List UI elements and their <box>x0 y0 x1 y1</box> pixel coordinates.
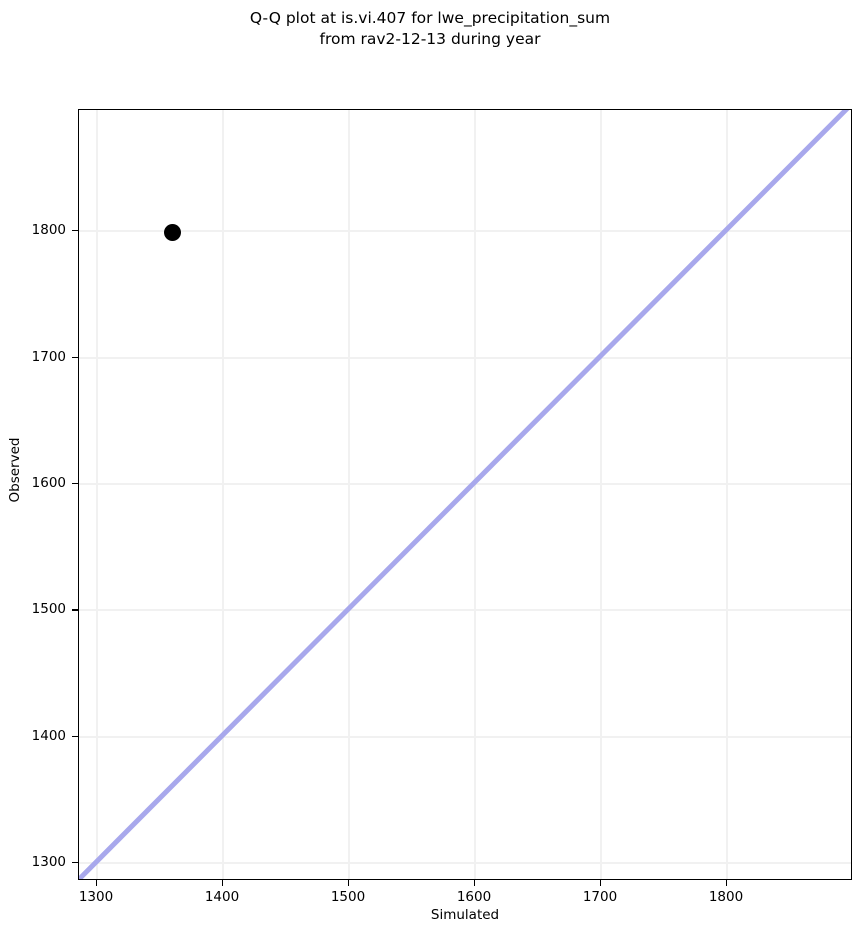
y-axis-tick <box>72 609 78 611</box>
x-gridline <box>726 110 728 879</box>
identity-line <box>79 110 850 879</box>
x-axis-tick <box>348 880 350 886</box>
y-axis-tick-label: 1500 <box>31 601 66 618</box>
x-axis-tick-label: 1300 <box>78 889 114 905</box>
y-axis-tick-label: 1800 <box>31 222 66 239</box>
x-axis-tick-label: 1600 <box>456 889 492 905</box>
y-gridline <box>79 230 851 233</box>
y-gridline <box>79 735 851 738</box>
y-axis-label: Observed <box>7 437 23 503</box>
y-axis-tick <box>72 482 78 485</box>
data-point-marker <box>164 223 182 241</box>
y-axis-tick-label-wrap: 1400 <box>0 728 66 744</box>
x-axis-tick <box>600 880 602 886</box>
y-axis-tick-label: 1700 <box>31 348 66 365</box>
y-gridline <box>79 609 851 612</box>
y-axis-tick-label: 1300 <box>31 854 66 871</box>
identity-reference-line <box>79 110 850 879</box>
y-axis-tick <box>72 862 78 864</box>
x-axis-tick <box>726 880 728 886</box>
x-axis-tick <box>96 880 98 886</box>
x-axis-tick <box>222 880 224 886</box>
y-axis-tick-label-wrap: 1600 <box>0 475 66 491</box>
x-axis-tick <box>474 880 476 886</box>
y-axis-tick <box>72 230 78 232</box>
y-axis-tick <box>72 735 78 738</box>
x-gridline <box>600 110 602 879</box>
x-gridline <box>96 110 99 879</box>
y-axis-tick-label-wrap: 1700 <box>0 349 66 365</box>
y-gridline <box>79 482 851 485</box>
y-axis-tick-label-wrap: 1300 <box>0 854 66 870</box>
plot-area <box>78 109 852 880</box>
y-axis-tick-label: 1400 <box>31 727 66 744</box>
x-gridline <box>222 110 224 879</box>
x-axis-tick-label: 1700 <box>582 889 618 905</box>
x-gridline <box>474 110 476 879</box>
chart-title: Q-Q plot at is.vi.407 for lwe_precipitat… <box>249 9 611 48</box>
x-axis-tick-label: 1500 <box>330 889 366 905</box>
x-axis-label: Simulated <box>430 907 500 923</box>
y-axis-tick-label: 1600 <box>31 474 66 491</box>
y-axis-tick-label-wrap: 1500 <box>0 601 66 617</box>
x-axis-tick-label: 1400 <box>204 889 240 905</box>
x-gridline <box>348 110 350 879</box>
x-axis-tick-label: 1800 <box>708 889 744 905</box>
y-gridline <box>79 356 851 359</box>
y-gridline <box>79 862 851 865</box>
y-axis-tick <box>72 356 78 358</box>
y-axis-tick-label-wrap: 1800 <box>0 222 66 238</box>
